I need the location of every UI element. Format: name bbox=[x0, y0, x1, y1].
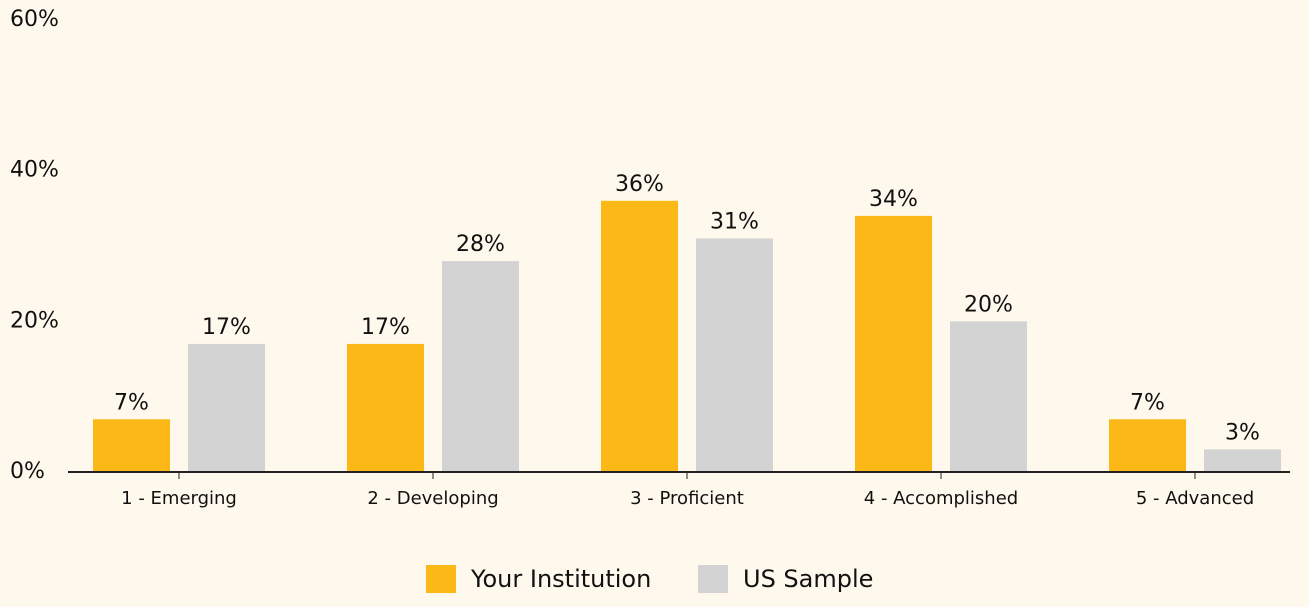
data-label: 34% bbox=[869, 187, 918, 212]
legend-label: Your Institution bbox=[470, 565, 651, 593]
bar bbox=[950, 321, 1027, 472]
bar bbox=[347, 343, 424, 472]
bar bbox=[93, 419, 170, 472]
data-label: 3% bbox=[1225, 420, 1260, 445]
bar bbox=[188, 343, 265, 472]
legend-label: US Sample bbox=[743, 565, 873, 593]
data-label: 31% bbox=[710, 209, 759, 234]
x-tick-label: 3 - Proficient bbox=[630, 488, 744, 509]
data-label: 17% bbox=[202, 315, 251, 340]
x-tick-label: 2 - Developing bbox=[367, 488, 498, 509]
y-tick-label: 0% bbox=[10, 459, 45, 484]
x-tick-label: 5 - Advanced bbox=[1136, 488, 1254, 509]
data-label: 7% bbox=[1130, 390, 1165, 415]
y-tick-label: 40% bbox=[10, 158, 59, 183]
data-label: 20% bbox=[964, 292, 1013, 317]
x-tick-label: 4 - Accomplished bbox=[864, 488, 1018, 509]
y-tick-label: 60% bbox=[10, 7, 59, 32]
bar bbox=[696, 238, 773, 472]
bar bbox=[1204, 449, 1281, 472]
bar bbox=[442, 261, 519, 472]
bar bbox=[855, 215, 932, 472]
legend-swatch bbox=[698, 565, 728, 593]
data-label: 7% bbox=[114, 390, 149, 415]
bar bbox=[1109, 419, 1186, 472]
x-tick-label: 1 - Emerging bbox=[121, 488, 237, 509]
data-label: 17% bbox=[361, 315, 410, 340]
data-label: 28% bbox=[456, 232, 505, 257]
y-tick-label: 20% bbox=[10, 308, 59, 333]
data-label: 36% bbox=[615, 172, 664, 197]
legend-swatch bbox=[426, 565, 456, 593]
bar bbox=[601, 200, 678, 473]
